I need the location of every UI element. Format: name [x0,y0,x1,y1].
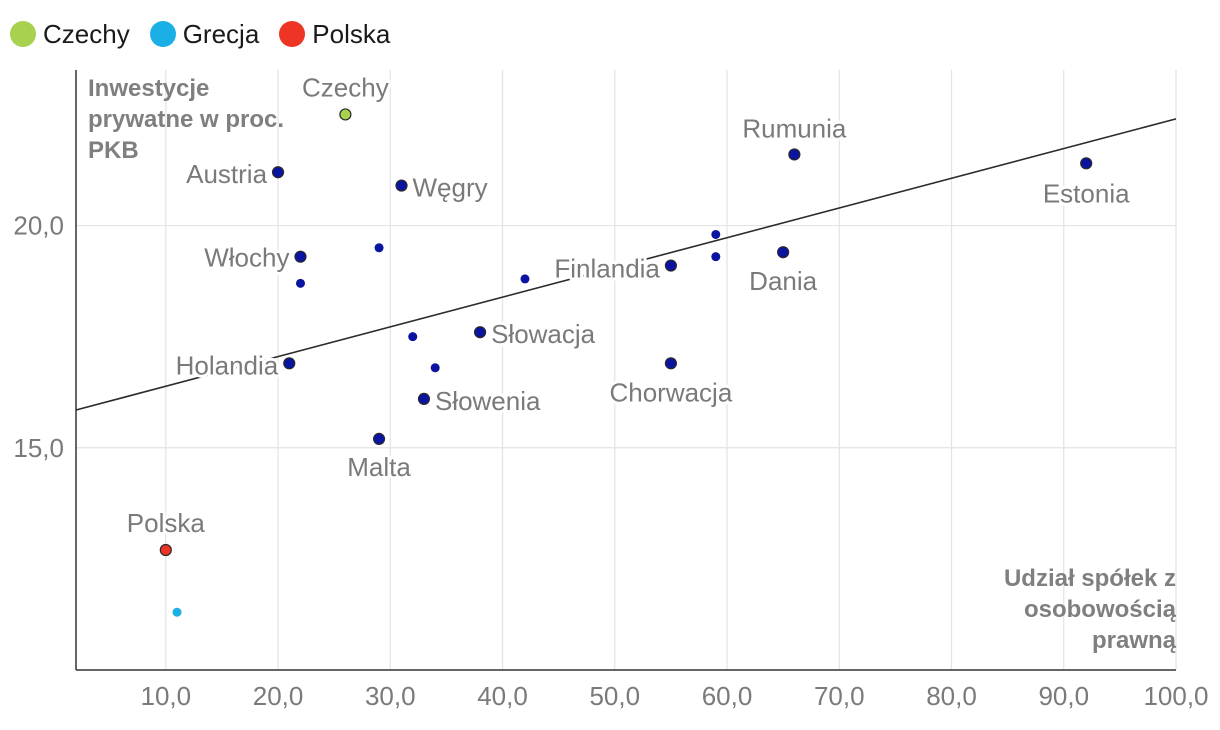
trend-line [75,118,1177,411]
data-point [172,607,182,617]
legend-swatch [279,21,306,47]
point-label: Finlandia [554,254,660,284]
x-tick-label: 80,0 [926,681,977,711]
data-point [294,250,307,263]
x-tick-label: 70,0 [814,681,865,711]
point-label: Włochy [204,243,289,273]
legend-swatch [149,21,176,47]
legend-label: Polska [312,18,391,49]
legend-label: Czechy [43,18,130,49]
point-label: Węgry [413,173,488,203]
data-point [711,229,721,239]
data-point [295,278,305,288]
data-point [1080,157,1093,170]
x-tick-label: 50,0 [589,681,640,711]
y-tick-label: 20,0 [13,211,64,241]
point-label: Czechy [302,72,389,102]
x-tick-label: 100,0 [1143,681,1208,711]
x-axis-title: Udział spółek z osobowością prawną [1003,565,1176,654]
x-tick-label: 60,0 [702,681,753,711]
data-point [339,108,352,121]
y-axis-title: Inwestycje prywatne w proc. PKB [88,75,285,164]
data-point [711,252,721,262]
point-label: Chorwacja [609,377,732,407]
data-point [408,332,418,342]
legend-item: Grecja [149,18,260,50]
data-point [788,148,801,161]
data-point [374,243,384,253]
point-label: Austria [186,159,267,189]
legend-item: Polska [279,19,390,50]
data-point [664,357,677,370]
point-label: Holandia [176,350,279,380]
data-point [777,246,790,259]
data-point [159,543,172,557]
data-point [430,363,440,373]
legend: Czechy Grecja Polska [10,14,410,54]
x-tick-label: 20,0 [253,681,304,711]
data-point [283,357,296,370]
point-label: Polska [127,508,206,538]
y-tick-label: 15,0 [13,433,64,463]
data-point [473,326,487,339]
data-point [664,259,677,272]
data-point [417,392,431,405]
data-point [395,179,408,192]
data-point [520,274,530,284]
legend-label: Grecja [182,18,260,49]
data-point [271,166,285,179]
point-label: Słowacja [491,319,596,349]
point-label: Słowenia [435,386,541,416]
legend-swatch [10,21,36,47]
point-label: Malta [347,452,411,482]
x-tick-label: 90,0 [1038,681,1089,711]
point-label: Rumunia [742,113,847,143]
point-label: Dania [749,266,817,296]
x-tick-label: 10,0 [140,681,191,711]
point-label: Estonia [1043,178,1130,208]
x-tick-label: 40,0 [477,681,528,711]
legend-item: Czechy [10,19,130,50]
data-point [372,432,386,445]
x-tick-label: 30,0 [365,681,416,711]
